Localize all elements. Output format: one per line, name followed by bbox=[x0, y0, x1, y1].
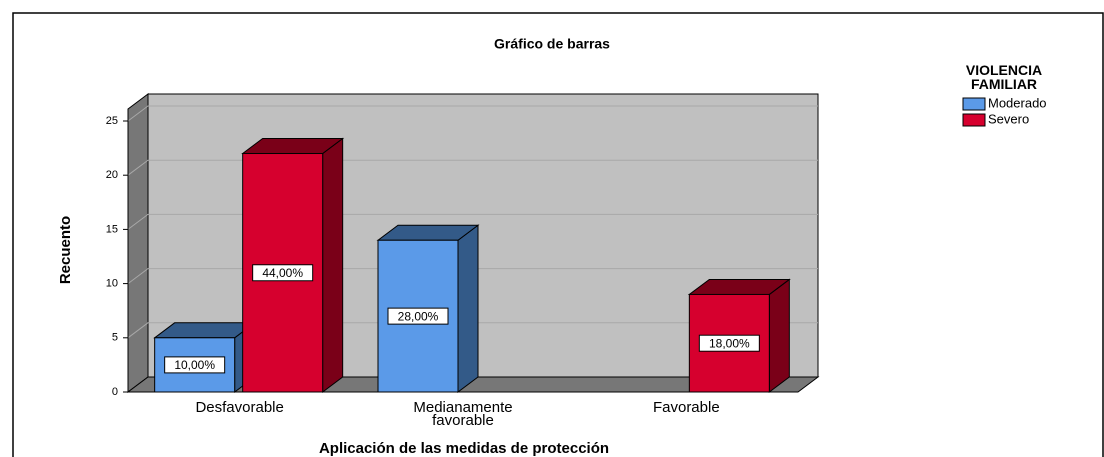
bar-side bbox=[768, 278, 790, 393]
bar-side bbox=[322, 137, 344, 393]
grid-line bbox=[127, 213, 818, 230]
y-tick-label: 5 bbox=[112, 332, 118, 344]
data-label-box bbox=[698, 334, 760, 352]
x-tick-label: Medianamente favorable bbox=[413, 399, 512, 429]
x-tick-label: Desfavorable bbox=[195, 399, 283, 416]
grid-line bbox=[127, 322, 818, 339]
data-label: 18,00% bbox=[709, 336, 750, 350]
data-label: 10,00% bbox=[174, 358, 215, 372]
grid-line bbox=[127, 159, 818, 176]
y-tick-label: 20 bbox=[106, 169, 118, 181]
legend-swatch bbox=[962, 97, 986, 111]
y-tick-label: 15 bbox=[106, 223, 118, 235]
data-label-box bbox=[387, 307, 449, 325]
y-tick-label: 10 bbox=[106, 278, 118, 290]
legend-swatch bbox=[962, 113, 986, 127]
data-label-box bbox=[252, 264, 314, 282]
legend-label: Severo bbox=[988, 111, 1029, 126]
chart-title: Gráfico de barras bbox=[494, 36, 610, 52]
data-label: 44,00% bbox=[262, 266, 303, 280]
side-wall bbox=[127, 93, 149, 393]
bar-side bbox=[457, 224, 479, 393]
grid-line bbox=[127, 105, 818, 122]
y-axis-label: Recuento bbox=[57, 216, 74, 284]
data-label: 28,00% bbox=[398, 309, 439, 323]
y-tick-label: 0 bbox=[112, 386, 118, 398]
y-tick-label: 25 bbox=[106, 115, 118, 127]
grid-line bbox=[127, 268, 818, 285]
x-tick-label: Favorable bbox=[653, 399, 720, 416]
legend-label: Moderado bbox=[988, 95, 1047, 110]
legend-title: VIOLENCIA FAMILIAR bbox=[966, 62, 1042, 92]
data-label-box bbox=[164, 356, 226, 374]
x-axis-label: Aplicación de las medidas de protección bbox=[319, 440, 609, 457]
